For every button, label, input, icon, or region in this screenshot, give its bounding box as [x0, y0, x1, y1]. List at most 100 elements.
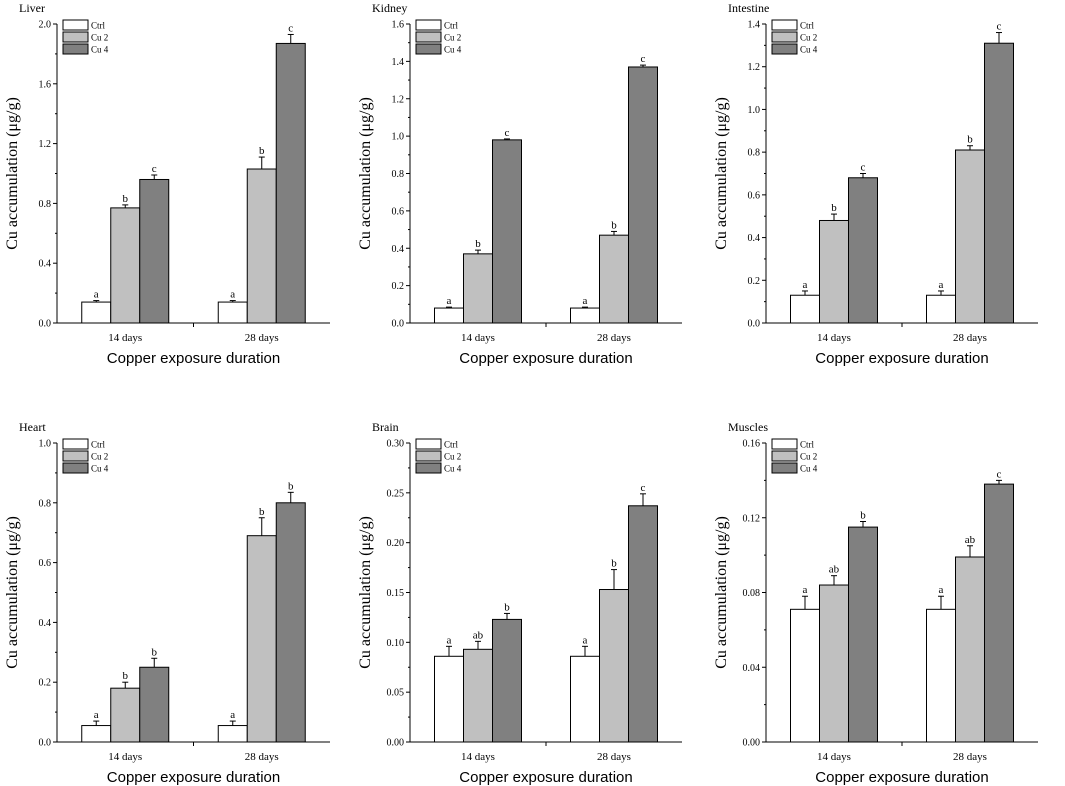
x-axis-label: Copper exposure duration — [815, 769, 988, 786]
legend-swatch-cu2 — [415, 450, 442, 462]
legend-label: Cu 4 — [444, 464, 462, 474]
bar-ctrl-28days — [217, 301, 248, 324]
significance-letter: a — [94, 289, 99, 301]
legend-swatch-cu2 — [771, 450, 798, 462]
bar-cu2-28days — [246, 535, 277, 743]
y-tick-label: 0.8 — [392, 169, 405, 180]
y-axis-label: Cu accumulation (μg/g) — [713, 97, 730, 250]
x-tick-label: 28 days — [953, 751, 987, 763]
panel-title: Kidney — [372, 1, 407, 15]
significance-letter: b — [475, 238, 481, 250]
y-tick-label: 1.2 — [39, 139, 52, 150]
bar-cu2-28days — [955, 149, 985, 324]
y-tick-label: 0.0 — [748, 319, 761, 330]
x-axis-label: Copper exposure duration — [815, 350, 988, 367]
y-tick-label: 0.0 — [39, 319, 52, 330]
x-tick-label: 28 days — [245, 751, 279, 763]
bar-ctrl-14days — [81, 301, 112, 324]
x-axis-label: Copper exposure duration — [459, 769, 632, 786]
bar-cu2-28days — [955, 556, 985, 743]
significance-letter: c — [505, 127, 510, 139]
y-tick-label: 0.8 — [39, 199, 52, 210]
bar-cu2-14days — [110, 687, 141, 743]
y-tick-label: 0.25 — [387, 488, 405, 499]
chart-panel-kidney: 0.0 0.2 0.4 0.6 0.8 1.0 1.2 1.4 1.6 Cu accumulati… — [357, 1, 682, 367]
y-tick-label: 1.4 — [392, 57, 405, 68]
y-tick-label: 1.2 — [392, 94, 405, 105]
significance-letter: a — [94, 709, 99, 721]
y-tick-label: 0.6 — [39, 558, 52, 569]
significance-letter: ab — [829, 564, 840, 576]
significance-letter: ab — [473, 629, 484, 641]
y-tick-label: 0.8 — [39, 498, 52, 509]
legend-swatch-cu4 — [62, 462, 89, 474]
significance-letter: c — [288, 22, 293, 34]
x-tick-label: 14 days — [461, 751, 495, 763]
y-tick-label: 0.10 — [387, 638, 405, 649]
legend-swatch-cu4 — [771, 43, 798, 55]
y-tick-label: 1.6 — [392, 20, 405, 31]
bar-cu2-14days — [819, 219, 849, 324]
y-axis-label: Cu accumulation (μg/g) — [713, 516, 730, 669]
significance-letter: b — [831, 202, 837, 214]
legend-swatch-ctrl — [62, 438, 89, 450]
y-tick-label: 0.4 — [39, 259, 52, 270]
legend-swatch-ctrl — [415, 19, 442, 31]
bar-ctrl-14days — [434, 655, 464, 743]
y-tick-label: 1.4 — [748, 20, 761, 31]
y-tick-label: 0.0 — [39, 738, 52, 749]
bar-cu2-14days — [110, 207, 141, 324]
significance-letter: b — [504, 601, 510, 613]
legend-label: Cu 4 — [91, 464, 109, 474]
x-axis-label: Copper exposure duration — [107, 769, 280, 786]
x-tick-label: 28 days — [597, 751, 631, 763]
bar-ctrl-28days — [926, 608, 956, 743]
y-tick-label: 0.08 — [743, 588, 761, 599]
bar-cu4-14days — [848, 177, 878, 324]
y-tick-label: 1.0 — [39, 439, 52, 450]
significance-letter: b — [259, 145, 265, 157]
legend-label: Ctrl — [91, 21, 106, 31]
y-axis-label: Cu accumulation (μg/g) — [4, 516, 21, 669]
legend-swatch-cu2 — [771, 31, 798, 43]
panel-title: Muscles — [728, 420, 768, 434]
panel-title: Brain — [372, 420, 399, 434]
significance-letter: a — [803, 279, 808, 291]
chart-panel-muscles: 0.00 0.04 0.08 0.12 0.16 Cu accumulation (μg/… — [713, 420, 1038, 786]
y-tick-label: 0.12 — [743, 513, 761, 524]
legend-label: Cu 4 — [800, 45, 818, 55]
legend-label: Cu 2 — [444, 452, 461, 462]
y-tick-label: 0.8 — [748, 148, 761, 159]
legend-label: Ctrl — [444, 21, 459, 31]
bar-ctrl-14days — [790, 294, 820, 324]
bar-cu4-28days — [275, 502, 306, 743]
significance-letter: a — [583, 295, 588, 307]
bar-cu4-28days — [984, 483, 1014, 743]
significance-letter: b — [860, 509, 866, 521]
chart-panel-brain: 0.00 0.05 0.10 0.15 0.20 0.25 0.30 Cu accumulat… — [357, 420, 682, 786]
legend-swatch-cu4 — [62, 43, 89, 55]
y-tick-label: 0.16 — [743, 439, 761, 450]
y-tick-label: 0.2 — [748, 276, 761, 287]
legend-swatch-cu4 — [771, 462, 798, 474]
legend-label: Cu 2 — [800, 33, 817, 43]
bar-cu4-28days — [628, 505, 658, 743]
bar-cu4-28days — [984, 42, 1014, 324]
y-tick-label: 1.0 — [748, 105, 761, 116]
y-tick-label: 0.6 — [392, 206, 405, 217]
legend-label: Cu 4 — [444, 45, 462, 55]
bar-cu4-14days — [492, 139, 522, 324]
y-tick-label: 0.20 — [387, 538, 405, 549]
chart-panel-liver: 0.0 0.4 0.8 1.2 1.6 2.0 Cu accumulation (μg/g)… — [4, 1, 330, 367]
panel-title: Liver — [19, 1, 45, 15]
significance-letter: a — [583, 634, 588, 646]
legend-label: Ctrl — [91, 440, 106, 450]
y-tick-label: 0.05 — [387, 688, 405, 699]
legend-label: Ctrl — [444, 440, 459, 450]
x-tick-label: 14 days — [817, 332, 851, 344]
y-tick-label: 0.2 — [39, 678, 52, 689]
x-tick-label: 28 days — [245, 332, 279, 344]
legend-label: Ctrl — [800, 440, 815, 450]
significance-letter: b — [288, 480, 294, 492]
